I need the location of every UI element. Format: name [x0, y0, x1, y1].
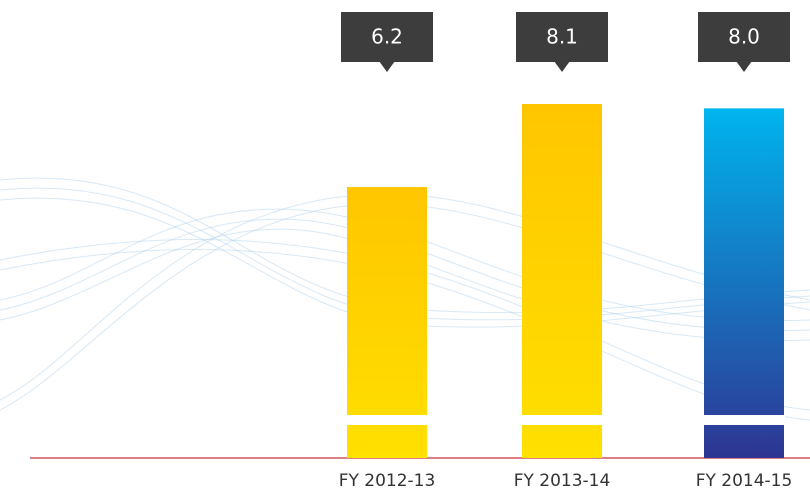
callout-pointer [554, 61, 570, 72]
callout-pointer [736, 61, 752, 72]
bar [347, 187, 427, 458]
value-callout [341, 12, 433, 62]
axis-break [346, 415, 428, 425]
value-label: 8.0 [728, 25, 760, 49]
value-callout [516, 12, 608, 62]
background-waves [0, 177, 810, 421]
axis-break [521, 415, 603, 425]
axis-break [703, 415, 785, 425]
x-tick-label: FY 2014-15 [696, 471, 793, 491]
bar [522, 104, 602, 458]
value-callout [698, 12, 790, 62]
x-tick-label: FY 2012-13 [339, 471, 436, 491]
value-label: 8.1 [546, 25, 578, 49]
x-tick-label: FY 2013-14 [514, 471, 611, 491]
bar [704, 108, 784, 459]
value-label: 6.2 [371, 25, 403, 49]
callout-pointer [379, 61, 395, 72]
